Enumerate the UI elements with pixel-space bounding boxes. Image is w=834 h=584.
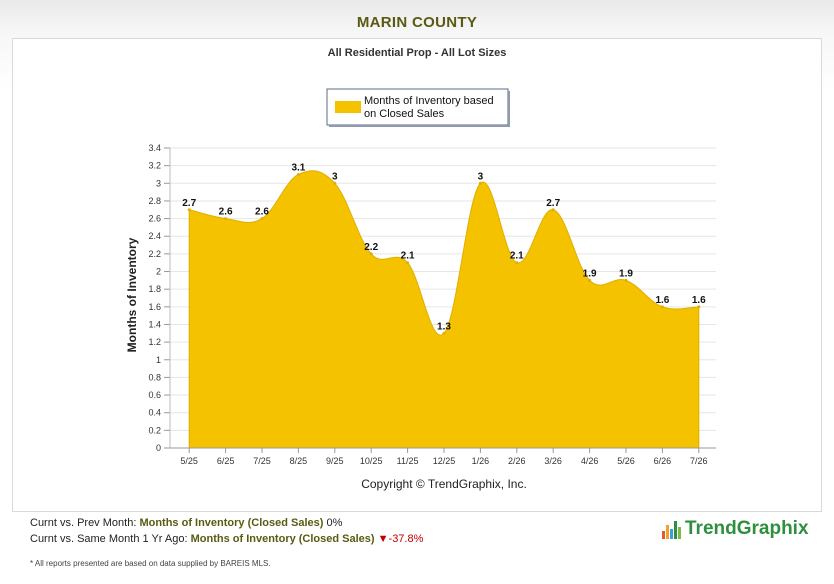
footer-value: 0%	[326, 517, 343, 529]
data-label: 2.2	[364, 242, 378, 253]
footer-value: -37.8%	[388, 533, 424, 545]
y-tick-label: 0.6	[148, 390, 161, 400]
data-labels: 2.7 2.6 2.6 3.1 3 2.2 2.1 1.3 3 2.1 2.7 1.9 1.9 1.6 1.…	[182, 162, 706, 332]
y-tick-label: 3	[156, 178, 161, 188]
legend-label: Months of Inventory based on Closed Sale…	[364, 95, 497, 120]
data-point	[333, 181, 337, 185]
data-point	[660, 305, 664, 309]
legend-shadow	[508, 91, 510, 127]
x-tick-label: 10/25	[360, 456, 383, 466]
logo-bars-icon	[662, 519, 681, 539]
y-tick-label: 2.2	[148, 249, 161, 259]
data-point	[260, 217, 264, 221]
legend[interactable]: Months of Inventory based on Closed Sale…	[326, 88, 510, 127]
x-tick-label: 2/26	[508, 456, 526, 466]
x-tick-label: 7/26	[690, 456, 708, 466]
data-point	[515, 261, 519, 265]
data-label: 1.6	[655, 295, 669, 306]
y-tick-label: 1.2	[148, 337, 161, 347]
y-tick-label: 1	[156, 355, 161, 365]
data-label: 2.1	[510, 251, 524, 262]
data-label: 1.6	[692, 295, 706, 306]
y-tick-label: 2.4	[148, 231, 161, 241]
data-label: 1.9	[619, 268, 633, 279]
data-label: 2.7	[546, 198, 560, 209]
footer-metric: Months of Inventory (Closed Sales)	[190, 533, 375, 545]
y-tick-label: 0.2	[148, 425, 161, 435]
footer-prefix: Curnt vs. Prev Month:	[30, 517, 137, 529]
data-label: 1.3	[437, 321, 451, 332]
footer-prefix: Curnt vs. Same Month 1 Yr Ago:	[30, 533, 188, 545]
logo-text: TrendGraphix	[685, 518, 809, 539]
data-label: 2.6	[219, 207, 233, 218]
chart-subtitle: All Residential Prop - All Lot Sizes	[328, 47, 507, 59]
trendgraphix-logo[interactable]: TrendGraphix	[662, 518, 809, 540]
y-tick-label: 1.8	[148, 284, 161, 294]
data-point	[588, 278, 592, 282]
x-tick-label: 12/25	[433, 456, 456, 466]
data-point	[187, 208, 191, 212]
data-points	[187, 172, 701, 335]
y-tick-label: 2.8	[148, 196, 161, 206]
x-tick-label: 7/25	[253, 456, 271, 466]
y-axis-label: Months of Inventory	[125, 237, 139, 352]
legend-shadow-bottom	[329, 125, 510, 127]
data-point	[406, 261, 410, 265]
data-label: 3.1	[291, 162, 305, 173]
data-label: 3	[332, 171, 338, 182]
data-label: 2.1	[401, 251, 415, 262]
y-tick-label: 0.4	[148, 408, 161, 418]
series-area	[188, 170, 700, 449]
data-point	[697, 305, 701, 309]
data-point	[296, 172, 300, 176]
data-point	[369, 252, 373, 256]
data-label: 2.6	[255, 207, 269, 218]
data-label: 2.7	[182, 198, 196, 209]
x-tick-label: 5/26	[617, 456, 635, 466]
x-tick-label: 6/26	[654, 456, 672, 466]
y-tick-label: 2	[156, 267, 161, 277]
y-tick-label: 1.4	[148, 319, 161, 329]
x-tick-label: 8/25	[290, 456, 308, 466]
data-label: 3	[478, 171, 484, 182]
page-title: MARIN COUNTY	[356, 14, 478, 31]
y-tick-label: 0	[156, 443, 161, 453]
data-label: 1.9	[583, 268, 597, 279]
y-tick-label: 2.6	[148, 214, 161, 224]
copyright-text: Copyright © TrendGraphix, Inc.	[361, 477, 527, 491]
y-tick-label: 0.8	[148, 372, 161, 382]
footer-line-year-ago: Curnt vs. Same Month 1 Yr Ago: Months of…	[30, 533, 423, 545]
footer-metric: Months of Inventory (Closed Sales)	[139, 517, 324, 529]
data-point	[551, 208, 555, 212]
x-tick-label: 3/26	[544, 456, 562, 466]
legend-swatch	[335, 101, 361, 113]
data-point	[442, 331, 446, 335]
x-tick-label: 9/25	[326, 456, 344, 466]
down-arrow-icon: ▼	[377, 533, 389, 545]
x-tick-label: 5/25	[180, 456, 198, 466]
y-tick-label: 3.2	[148, 161, 161, 171]
data-point	[224, 217, 228, 221]
y-tick-label: 3.4	[148, 143, 161, 153]
data-point	[478, 181, 482, 185]
data-point	[624, 278, 628, 282]
x-axis: 5/25 6/25 7/25 8/25 9/25 10/25 11/25 12/25 1/26 2…	[170, 447, 716, 466]
chart: All Residential Prop - All Lot Sizes Mon…	[125, 47, 716, 491]
x-tick-label: 11/25	[397, 456, 419, 466]
footer-line-prev-month: Curnt vs. Prev Month: Months of Inventor…	[30, 517, 342, 529]
x-tick-label: 6/25	[217, 456, 235, 466]
y-axis: 0 0.2 0.4 0.6 0.8 1 1.2 1.4 1.6 1.8 2 2.2 2.4 2.6 2.8 3…	[148, 143, 171, 453]
x-tick-label: 1/26	[472, 456, 490, 466]
x-tick-label: 4/26	[581, 456, 599, 466]
y-tick-label: 1.6	[148, 302, 161, 312]
disclaimer: * All reports presented are based on dat…	[30, 559, 271, 568]
